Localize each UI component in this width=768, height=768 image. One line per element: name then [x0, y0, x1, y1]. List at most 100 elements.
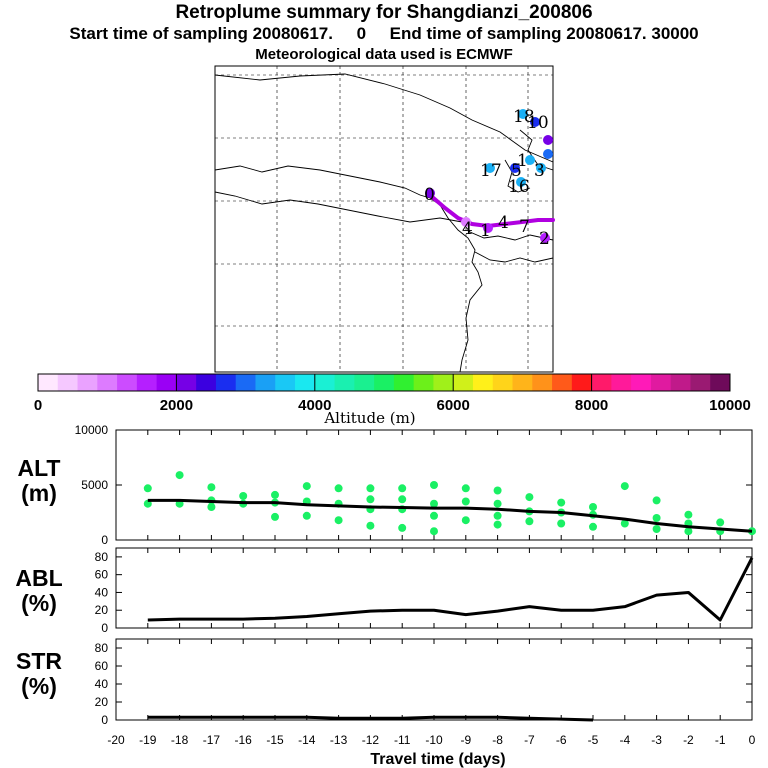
altitude-point	[334, 484, 343, 493]
x-tick-labels: -20 -19 -18 -17 -16 -15 -14 -13 -12 -11 -10 -9 -8 -7-…	[107, 733, 755, 747]
colorbar-swatch	[650, 374, 672, 391]
str-panel-frame	[115, 638, 753, 721]
map-marker	[540, 233, 550, 243]
altitude-point	[557, 519, 566, 528]
colorbar-swatch	[611, 374, 632, 391]
met-data-note: Meteorological data used is ECMWF	[255, 46, 513, 63]
colorbar-swatch	[255, 374, 276, 391]
map-cluster-label: 17	[480, 161, 502, 181]
x-tick-label: -13	[330, 733, 348, 747]
altitude-point	[175, 471, 184, 480]
colorbar-swatch	[393, 374, 415, 391]
map-marker	[461, 217, 471, 227]
colorbar-swatch	[314, 374, 336, 391]
altitude-point	[430, 527, 438, 536]
map-marker	[530, 117, 540, 127]
colorbar-swatch	[512, 374, 533, 391]
map-marker	[543, 149, 553, 159]
altitude-point	[239, 492, 248, 500]
y-tick-label: 40	[95, 677, 109, 691]
map-cluster-label: 10	[527, 113, 549, 133]
colorbar-swatch	[453, 374, 474, 391]
altitude-point	[430, 481, 438, 489]
trajectory-map: 18 10 17 1 5 3 16 0 4 1 4 7 2	[214, 65, 555, 373]
x-tick-label: -14	[298, 733, 316, 747]
altitude-point	[207, 483, 216, 492]
colorbar-swatch	[631, 374, 652, 391]
x-tick-label: -12	[362, 733, 380, 747]
altitude-point	[271, 512, 279, 521]
x-tick-label: -17	[203, 733, 221, 747]
altitude-point	[271, 490, 279, 499]
altitude-point	[366, 484, 375, 493]
x-tick-label: -5	[588, 733, 599, 747]
x-tick-label: -7	[524, 733, 535, 747]
colorbar-swatch	[196, 374, 217, 391]
x-tick-label: -8	[492, 733, 503, 747]
map-cluster-label: 2	[539, 229, 550, 249]
y-tick-label: 10000	[75, 423, 109, 437]
colorbar-swatch	[571, 374, 593, 391]
altitude-point	[398, 495, 407, 504]
colorbar-swatch	[532, 374, 553, 391]
altitude-point	[684, 527, 693, 536]
map-frame	[214, 65, 554, 373]
colorbar-tick-label: 6000	[437, 397, 470, 414]
chart-title: Retroplume summary for Shangdianzi_20080…	[175, 2, 593, 23]
x-axis-title: Travel time (days)	[370, 751, 505, 768]
map-cluster-label: 5	[511, 161, 522, 181]
colorbar-swatch	[492, 374, 514, 391]
x-tick-label: -19	[139, 733, 157, 747]
colorbar-swatch	[176, 374, 197, 391]
colorbar-tick-label: 8000	[575, 397, 608, 414]
map-marker	[536, 163, 546, 173]
map-marker	[483, 223, 493, 233]
map-cluster-label: 3	[534, 161, 545, 181]
colorbar-swatch	[374, 374, 395, 391]
altitude-point	[652, 514, 661, 522]
altitude-point	[398, 484, 407, 493]
altitude-point	[493, 511, 502, 520]
colorbar-swatch	[156, 374, 177, 391]
colorbar-tick-labels: 0 2000 4000 6000 8000 10000	[34, 397, 751, 414]
colorbar-label: Altitude (m)	[323, 409, 415, 427]
altitude-point	[430, 499, 438, 508]
map-cluster-label: 16	[508, 177, 530, 197]
altitude-point	[461, 484, 470, 493]
altitude-point	[716, 518, 725, 527]
y-tick-label: 60	[95, 659, 109, 673]
colorbar-tick-label: 0	[34, 397, 42, 414]
altitude-point	[493, 499, 502, 508]
colorbar-swatch	[552, 374, 573, 391]
y-tick-label: 5000	[81, 478, 108, 492]
abl-panel: 80 60 40 20 0	[95, 547, 754, 635]
colorbar-tick-label: 2000	[160, 397, 193, 414]
altitude-point	[652, 496, 661, 505]
y-tick-label: 60	[95, 568, 109, 582]
y-tick-label: 0	[101, 621, 108, 635]
altitude-point	[557, 498, 566, 507]
map-cluster-label: 1	[517, 151, 528, 171]
map-marker	[485, 163, 495, 173]
altitude-point	[493, 520, 502, 529]
map-cluster-label: 4	[462, 219, 473, 239]
colorbar-swatch	[275, 374, 296, 391]
colorbar-swatch	[433, 374, 454, 391]
colorbar-tick-label: 4000	[298, 397, 331, 414]
coastlines	[214, 73, 554, 373]
colorbar-swatch	[413, 374, 434, 391]
x-tick-label: -20	[107, 733, 125, 747]
abl-panel-frame	[115, 547, 753, 629]
colorbar-swatch	[77, 374, 98, 391]
altitude-point	[684, 510, 693, 519]
colorbar-swatch	[235, 374, 256, 391]
altitude-point	[143, 484, 152, 493]
x-tick-label: -15	[266, 733, 284, 747]
y-tick-label: 40	[95, 585, 109, 599]
map-marker	[510, 163, 520, 173]
colorbar-swatch	[472, 374, 494, 391]
y-tick-label: 0	[101, 533, 108, 547]
map-cluster-label: 7	[519, 217, 530, 237]
